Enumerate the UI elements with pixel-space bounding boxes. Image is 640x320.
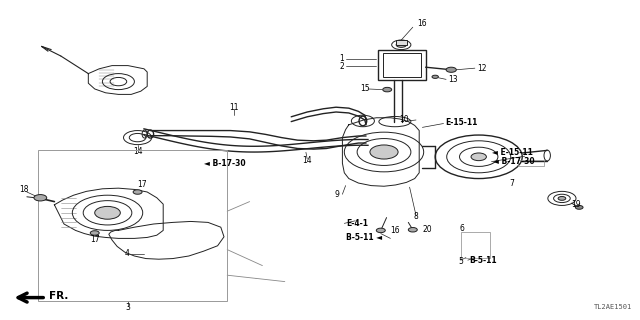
Text: 2: 2 (340, 62, 344, 71)
Circle shape (376, 228, 385, 233)
Text: E-15-11: E-15-11 (445, 118, 477, 127)
Text: 6: 6 (460, 224, 465, 233)
Circle shape (370, 145, 398, 159)
Circle shape (446, 67, 456, 72)
Text: ◄ B-17-30: ◄ B-17-30 (204, 159, 245, 168)
Text: 1: 1 (340, 54, 344, 63)
Text: 14: 14 (132, 147, 143, 156)
Text: 5: 5 (458, 257, 463, 266)
Bar (461, 232, 490, 258)
Text: B-5-11: B-5-11 (469, 256, 497, 265)
Bar (518, 160, 544, 166)
Text: 15: 15 (360, 84, 370, 93)
Text: 14: 14 (302, 156, 312, 165)
Bar (38, 150, 227, 301)
Text: 13: 13 (448, 75, 458, 84)
Text: 8: 8 (413, 212, 419, 221)
Text: 9: 9 (334, 190, 339, 199)
Text: 17: 17 (90, 235, 100, 244)
Text: TL2AE1501: TL2AE1501 (594, 304, 632, 310)
Text: 18: 18 (20, 185, 29, 194)
Circle shape (95, 206, 120, 219)
Circle shape (383, 87, 392, 92)
Text: 11: 11 (229, 103, 238, 112)
Text: B-5-11 ◄: B-5-11 ◄ (346, 233, 382, 242)
Text: FR.: FR. (49, 291, 68, 301)
Text: 12: 12 (477, 64, 486, 73)
Text: ◄ B-17-30: ◄ B-17-30 (493, 157, 534, 166)
Circle shape (34, 195, 47, 201)
Bar (396, 40, 407, 45)
Bar (378, 50, 426, 80)
Text: 17: 17 (137, 180, 147, 189)
Text: E-4-1: E-4-1 (346, 219, 368, 228)
Circle shape (575, 205, 583, 209)
Circle shape (90, 231, 99, 235)
Text: 10: 10 (399, 115, 408, 124)
Circle shape (432, 75, 438, 78)
Circle shape (408, 228, 417, 232)
Circle shape (133, 190, 142, 194)
Text: 20: 20 (422, 225, 432, 234)
Circle shape (471, 153, 486, 161)
Text: 7: 7 (509, 179, 515, 188)
Bar (383, 53, 421, 77)
Text: 16: 16 (390, 226, 400, 235)
Circle shape (396, 42, 406, 47)
Text: 16: 16 (417, 19, 428, 28)
Circle shape (558, 196, 566, 200)
Text: 3: 3 (125, 303, 131, 312)
Text: 4: 4 (124, 249, 129, 258)
Text: 19: 19 (571, 200, 580, 209)
Text: ◄ E-15-11: ◄ E-15-11 (492, 148, 532, 157)
